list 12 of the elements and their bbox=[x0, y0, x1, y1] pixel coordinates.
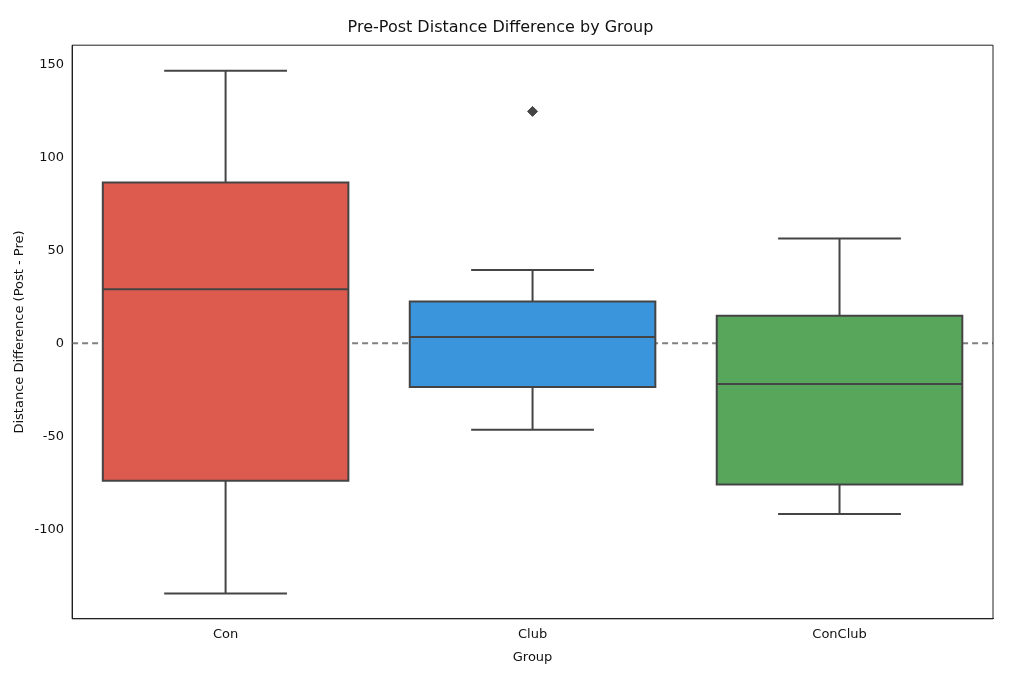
y-tick-label: -50 bbox=[42, 427, 65, 443]
x-tick-label: Con bbox=[212, 625, 239, 641]
chart-title: Pre-Post Distance Difference by Group bbox=[347, 16, 654, 36]
y-tick-label: 0 bbox=[55, 334, 65, 350]
y-tick-label: 150 bbox=[39, 55, 65, 71]
x-axis-title: Group bbox=[512, 648, 553, 664]
y-axis-title: Distance Difference (Post - Pre) bbox=[11, 230, 27, 434]
x-tick-label: Club bbox=[517, 625, 548, 641]
x-tick-label: ConClub bbox=[812, 625, 867, 641]
y-tick-label: 100 bbox=[39, 148, 65, 164]
y-tick-label: 50 bbox=[47, 241, 65, 257]
y-tick-label: -100 bbox=[34, 520, 65, 536]
